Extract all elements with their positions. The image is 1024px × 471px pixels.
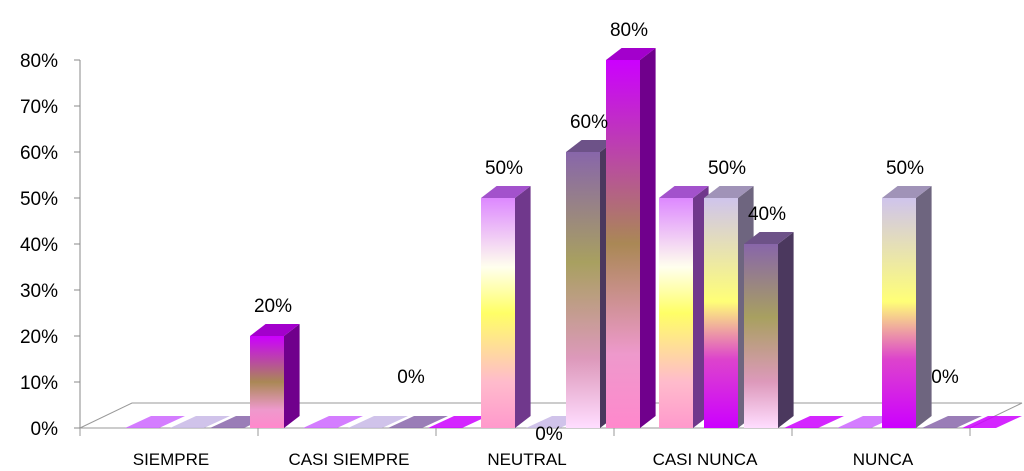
y-tick-label: 40% xyxy=(20,235,58,256)
category-label: CASI SIEMPRE xyxy=(289,450,410,469)
bar xyxy=(125,416,185,428)
category-label: NUNCA xyxy=(853,450,914,469)
y-tick-label: 30% xyxy=(20,281,58,302)
bar xyxy=(744,232,794,428)
bars xyxy=(125,48,1022,428)
data-label: 0% xyxy=(535,424,563,445)
y-tick-label: 60% xyxy=(20,143,58,164)
bar xyxy=(922,416,982,428)
bar xyxy=(606,48,656,428)
data-label: 50% xyxy=(708,158,746,179)
bar xyxy=(388,416,448,428)
bar xyxy=(882,186,932,428)
bar xyxy=(784,416,844,428)
y-tick-label: 10% xyxy=(20,373,58,394)
bar xyxy=(659,186,709,428)
y-tick-label: 20% xyxy=(20,327,58,348)
category-label: NEUTRAL xyxy=(487,450,566,469)
chart-axes xyxy=(79,60,1023,436)
bar xyxy=(348,416,408,428)
y-tick-label: 50% xyxy=(20,189,58,210)
y-tick-label: 80% xyxy=(20,51,58,72)
data-label: 50% xyxy=(485,158,523,179)
y-tick-label: 0% xyxy=(31,419,59,440)
data-label: 40% xyxy=(748,204,786,225)
data-label: 60% xyxy=(570,112,608,133)
y-axis-tick-labels: 0% 10% 20% 30% 40% 50% 60% 70% 80% xyxy=(20,51,80,440)
data-label: 80% xyxy=(610,20,648,41)
bar xyxy=(481,186,531,428)
category-label: CASI NUNCA xyxy=(653,450,759,469)
category-label: SIEMPRE xyxy=(133,450,210,469)
bar xyxy=(170,416,230,428)
bar xyxy=(962,416,1022,428)
bar xyxy=(250,324,300,428)
data-labels: 20% 0% 50% 0% 60% 80% 50% 40% 50% 0% xyxy=(254,20,959,445)
x-axis-category-labels: SIEMPRE CASI SIEMPRE NEUTRAL CASI NUNCA NUNC… xyxy=(133,450,914,469)
data-label: 50% xyxy=(886,158,924,179)
data-label: 0% xyxy=(397,367,425,388)
data-label: 0% xyxy=(931,367,959,388)
y-tick-label: 70% xyxy=(20,97,58,118)
bar xyxy=(428,416,488,428)
data-label: 20% xyxy=(254,296,292,317)
bar xyxy=(303,416,363,428)
